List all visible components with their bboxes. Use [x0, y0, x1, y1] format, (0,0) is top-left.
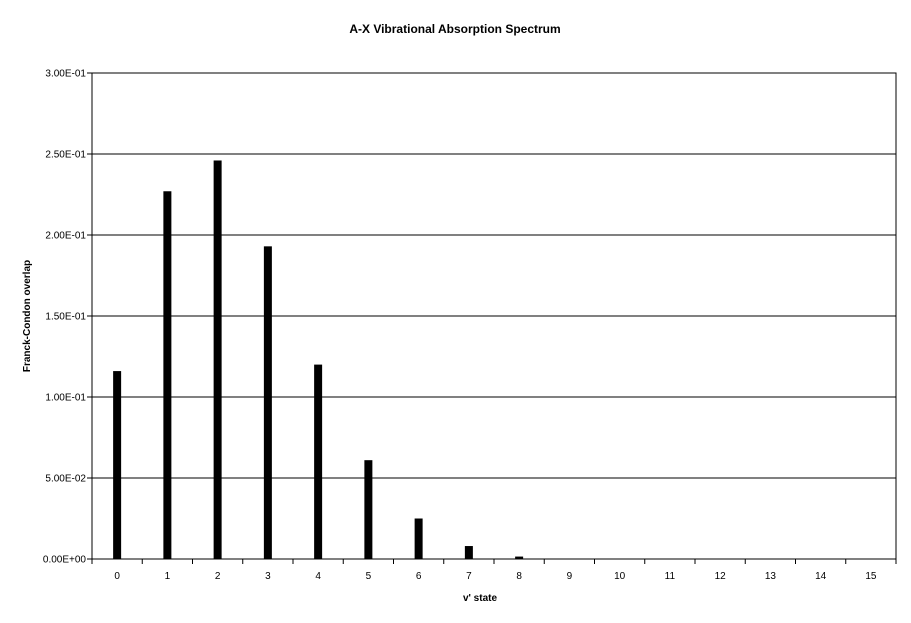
- x-tick-label: 0: [114, 571, 120, 582]
- bar: [163, 191, 172, 559]
- y-tick-label: 2.50E-01: [45, 150, 86, 161]
- bar: [464, 546, 473, 559]
- x-tick-label: 2: [215, 571, 221, 582]
- x-tick-label: 15: [865, 571, 877, 582]
- x-tick-label: 12: [715, 571, 727, 582]
- x-tick-label: 10: [614, 571, 626, 582]
- x-tick-label: 8: [516, 571, 522, 582]
- x-tick-label: 14: [815, 571, 827, 582]
- gridlines: [92, 72, 896, 479]
- bar: [113, 371, 122, 559]
- bar: [364, 460, 373, 559]
- y-tick-label: 1.00E-01: [45, 393, 86, 404]
- bar: [213, 160, 222, 560]
- x-tick-label: 5: [366, 571, 372, 582]
- x-tick-label: 3: [265, 571, 271, 582]
- bar: [263, 246, 272, 559]
- x-tick-labels: 0 1 2 3 4 5 6 7 8 9 10 11 12 13 14 15: [114, 571, 877, 582]
- x-tick-label: 6: [416, 571, 422, 582]
- y-tick-label: 1.50E-01: [45, 312, 86, 323]
- y-tick-label: 0.00E+00: [43, 555, 87, 566]
- x-tick-label: 13: [765, 571, 777, 582]
- x-tick-label: 11: [665, 571, 676, 582]
- y-axis-label: Franck-Condon overlap: [22, 260, 33, 372]
- bars: [113, 160, 524, 560]
- x-axis-label: v' state: [463, 593, 498, 604]
- x-tick-label: 9: [567, 571, 573, 582]
- y-tick-label: 3.00E-01: [45, 69, 86, 80]
- x-tick-label: 4: [315, 571, 321, 582]
- x-tick-label: 7: [466, 571, 472, 582]
- bar: [314, 364, 323, 559]
- bar: [414, 518, 423, 559]
- bar: [515, 556, 524, 559]
- x-tick-label: 1: [165, 571, 171, 582]
- axes: [87, 72, 897, 564]
- chart-title: A-X Vibrational Absorption Spectrum: [349, 22, 560, 36]
- y-tick-label: 2.00E-01: [45, 231, 86, 242]
- y-tick-labels: 0.00E+00 5.00E-02 1.00E-01 1.50E-01 2.00E-01…: [43, 69, 87, 566]
- y-tick-label: 5.00E-02: [45, 474, 86, 485]
